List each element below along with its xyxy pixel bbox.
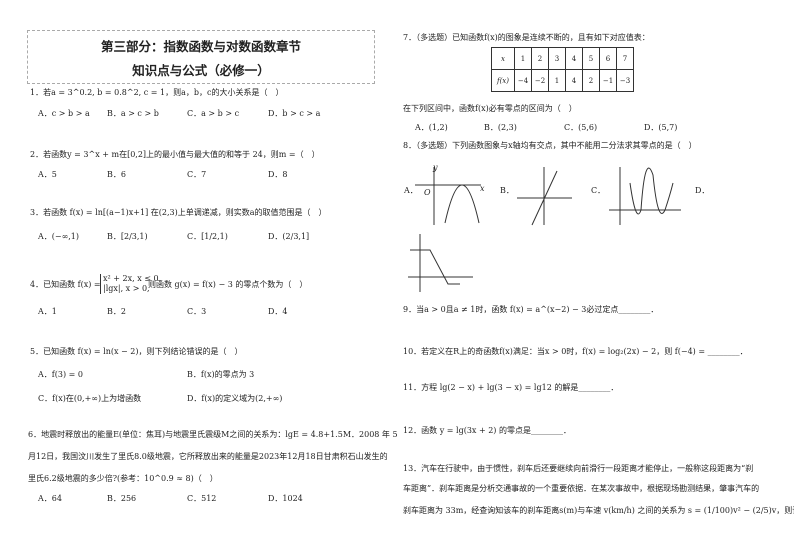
q3-option-b: B．[2/3,1) <box>107 232 148 241</box>
q11: 11．方程 lg(2 − x) + lg(3 − x) = lg12 的解是__… <box>403 383 619 392</box>
table-cell: −2 <box>531 69 549 92</box>
q9: 9．当a > 0且a ≠ 1时，函数 f(x) = a^(x−2) − 3必过定… <box>403 305 659 314</box>
q13-line-1: 13．汽车在行驶中，由于惯性，刹车后还要继续向前滑行一段距离才能停止，一般称这段… <box>403 464 754 473</box>
q2-option-a: A．5 <box>38 170 57 179</box>
table-row: f(x) −4 −2 1 4 2 −1 −3 <box>491 69 634 92</box>
header-subtitle: 知识点与公式（必修一） <box>132 63 270 78</box>
table-cell: 4 <box>565 47 583 70</box>
q7-option-b: B．(2,3) <box>484 123 517 132</box>
table-cell: −1 <box>599 69 617 92</box>
section-header-box: 第三部分：指数函数与对数函数章节 知识点与公式（必修一） <box>27 30 375 84</box>
q8-label-c: C． <box>591 186 606 195</box>
q6-line-1: 6．地震时释放出的能量E(单位：焦耳)与地震里氏震级M之间的关系为：lgE = … <box>28 430 398 439</box>
q2-option-b: B．6 <box>107 170 126 179</box>
table-cell: 6 <box>599 47 617 70</box>
q6-line-2: 月12日，我国汶川发生了里氏8.0级地震，它所释放出来的能量是2023年12月1… <box>28 452 388 461</box>
q8-graph-b <box>517 167 572 226</box>
q5-option-a: A．f(3) = 0 <box>38 370 83 379</box>
q1-option-d: D．b > c > a <box>268 109 321 118</box>
q5-option-d: D．f(x)的定义域为(2,+∞) <box>187 394 283 403</box>
q5-option-b: B．f(x)的零点为 3 <box>187 370 255 379</box>
table-cell: 7 <box>616 47 634 70</box>
q4-option-b: B．2 <box>107 307 126 316</box>
q8-stem: 8．（多选题）下列函数图象与x轴均有交点，其中不能用二分法求其零点的是（ ） <box>403 141 697 150</box>
q1-option-a: A．c > b > a <box>38 109 90 118</box>
q5-option-c: C．f(x)在(0,+∞)上为增函数 <box>38 394 142 403</box>
q2-stem: 2．若函数y = 3^x + m在[0,2]上的最小值与最大值的和等于 24，则… <box>30 150 320 159</box>
q10: 10．若定义在R上的奇函数f(x)满足：当x > 0时，f(x) = log₂(… <box>403 347 748 356</box>
q13-line-3: 刹车距离为 33m，经查询知该车的刹车距离s(m)与车速 v(km/h) 之间的… <box>403 506 794 515</box>
q4-option-c: C．3 <box>187 307 207 316</box>
q4-stem-b: 则函数 g(x) = f(x) − 3 的零点个数为（ ） <box>148 280 308 289</box>
q8-origin: O <box>424 188 431 197</box>
q13-line-2: 车距离”．刹车距离是分析交通事故的一个重要依据．在某次事故中，根据现场勘测结果，… <box>403 484 760 493</box>
q1-stem: 1．若a = 3^0.2, b = 0.8^2, c = 1，则a，b，c的大小… <box>30 88 284 97</box>
q4-case-2: |lgx|, x > 0, <box>103 284 150 293</box>
table-cell: x <box>491 47 515 70</box>
q6-option-b: B．256 <box>107 494 137 503</box>
q7-option-c: C．(5,6) <box>564 123 598 132</box>
q4-stem-a: 4．已知函数 f(x) = <box>30 280 101 289</box>
q4-option-a: A．1 <box>38 307 57 316</box>
q7-follow: 在下列区间中，函数f(x)必有零点的区间为（ ） <box>403 104 577 113</box>
q8-graph-a <box>415 167 481 225</box>
q4-piecewise: x² + 2x, x ≤ 0, |lgx|, x > 0, <box>100 274 161 294</box>
q5-stem: 5．已知函数 f(x) = ln(x − 2)，则下列结论错误的是（ ） <box>30 347 243 356</box>
table-cell: −4 <box>514 69 532 92</box>
q3-option-c: C．[1/2,1) <box>187 232 228 241</box>
q6-line-3: 里氏6.2级地震的多少倍?(参考：10^0.9 ≈ 8)（ ） <box>28 474 218 483</box>
q8-axis-x: x <box>480 184 485 193</box>
table-cell: −3 <box>616 69 634 92</box>
table-cell: f(x) <box>491 69 515 92</box>
q8-label-d: D． <box>695 186 710 195</box>
table-cell: 2 <box>531 47 549 70</box>
q3-option-d: D．(2/3,1] <box>268 232 310 241</box>
header-title: 第三部分：指数函数与对数函数章节 <box>100 39 301 54</box>
q8-label-b: B． <box>500 186 514 195</box>
q8-axis-y: y <box>433 163 438 172</box>
q4-option-d: D．4 <box>268 307 288 316</box>
table-cell: 4 <box>565 69 583 92</box>
table-cell: 2 <box>582 69 600 92</box>
table-cell: 1 <box>514 47 532 70</box>
q7-stem: 7．（多选题）已知函数f(x)的图象是连续不断的，且有如下对应值表： <box>403 33 650 42</box>
q8-graph-d <box>408 234 473 292</box>
q8-label-a: A． <box>404 186 418 195</box>
q3-stem: 3．若函数 f(x) = ln[(a−1)x+1] 在(2,3)上单调递减，则实… <box>30 208 327 217</box>
q6-option-c: C．512 <box>187 494 217 503</box>
q2-option-c: C．7 <box>187 170 207 179</box>
q8-graph-c <box>609 167 681 225</box>
q1-option-c: C．a > b > c <box>187 109 240 118</box>
q4-case-1: x² + 2x, x ≤ 0, <box>103 274 162 283</box>
q1-option-b: B．a > c > b <box>107 109 159 118</box>
table-cell: 1 <box>548 69 566 92</box>
table-cell: 3 <box>548 47 566 70</box>
q6-option-d: D．1024 <box>268 494 303 503</box>
q7-option-a: A．(1,2) <box>415 123 448 132</box>
table-cell: 5 <box>582 47 600 70</box>
q6-option-a: A．64 <box>38 494 62 503</box>
q3-option-a: A．(−∞,1) <box>38 232 80 241</box>
q12: 12．函数 y = lg(3x + 2) 的零点是________． <box>403 426 571 435</box>
q7-option-d: D．(5,7) <box>644 123 678 132</box>
q2-option-d: D．8 <box>268 170 288 179</box>
